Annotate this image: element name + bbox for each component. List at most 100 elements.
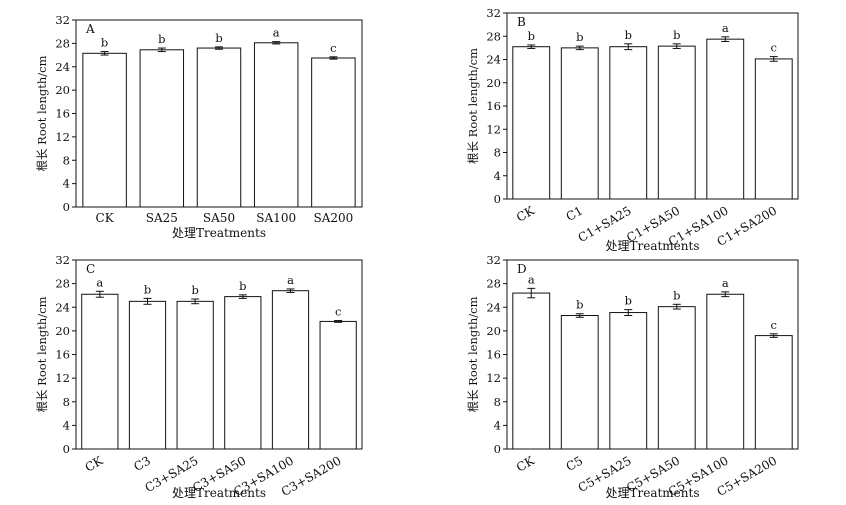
y-axis-label: 根长 Root length/cm [466, 48, 480, 164]
significance-letter: c [330, 41, 336, 55]
significance-letter: b [239, 279, 246, 293]
y-tick-label: 0 [63, 442, 70, 456]
y-tick-label: 4 [494, 169, 501, 183]
y-tick-label: 28 [486, 277, 501, 291]
x-tick-label: CK [96, 211, 115, 225]
significance-letter: c [335, 305, 341, 319]
panel-label: B [517, 15, 526, 29]
y-tick-label: 12 [55, 371, 70, 385]
y-tick-label: 0 [494, 192, 501, 206]
significance-letter: b [158, 32, 165, 46]
panel-label: A [85, 22, 95, 36]
y-axis-label: 根长 Root length/cm [35, 296, 49, 412]
y-tick-label: 12 [486, 122, 501, 136]
significance-letter: a [722, 21, 729, 35]
significance-letter: a [96, 275, 103, 289]
significance-letter: b [528, 29, 535, 43]
y-tick-label: 20 [486, 76, 501, 90]
bar [560, 315, 599, 450]
y-tick-label: 32 [486, 6, 501, 20]
x-axis-label: 处理Treatments [605, 239, 699, 253]
y-tick-label: 32 [55, 13, 70, 27]
bar [754, 58, 793, 200]
significance-letter: b [673, 288, 680, 302]
x-tick-label: SA25 [146, 211, 178, 225]
x-axis-label: 处理Treatments [172, 226, 266, 240]
bar [706, 38, 745, 200]
bar [224, 296, 262, 450]
bar [657, 306, 696, 450]
bar [706, 293, 745, 450]
bar [657, 45, 696, 200]
bar [139, 49, 185, 208]
x-tick-label: SA200 [314, 211, 354, 225]
y-tick-label: 16 [55, 107, 70, 121]
significance-letter: b [625, 28, 632, 42]
y-tick-label: 32 [486, 253, 501, 267]
bar [754, 335, 793, 450]
significance-letter: a [528, 272, 535, 286]
y-tick-label: 24 [55, 300, 70, 314]
bar [196, 47, 242, 208]
y-axis-label: 根长 Root length/cm [466, 296, 480, 412]
significance-letter: c [771, 41, 777, 55]
significance-letter: a [273, 26, 280, 40]
significance-letter: b [576, 298, 583, 312]
bar [319, 320, 357, 450]
significance-letter: b [215, 31, 222, 45]
significance-letter: a [722, 276, 729, 290]
y-tick-label: 0 [494, 442, 501, 456]
significance-letter: b [576, 30, 583, 44]
y-tick-label: 24 [486, 53, 501, 67]
y-tick-label: 8 [63, 153, 70, 167]
bar [560, 47, 599, 200]
y-tick-label: 32 [55, 253, 70, 267]
y-tick-label: 24 [55, 60, 70, 74]
y-tick-label: 20 [55, 324, 70, 338]
y-tick-label: 20 [55, 83, 70, 97]
significance-letter: a [287, 273, 294, 287]
bar [81, 293, 119, 450]
y-tick-label: 8 [494, 395, 501, 409]
y-tick-label: 16 [486, 348, 501, 362]
chart-panel-a: A 0 4 8 12 16 20 24 28 32 根长 Root length/cm b CK b SA2… [35, 13, 363, 240]
bar [271, 290, 310, 450]
y-tick-label: 8 [494, 146, 501, 160]
y-axis-label: 根长 Root length/cm [35, 55, 49, 171]
significance-letter: b [144, 282, 151, 296]
x-tick-label: SA100 [256, 211, 296, 225]
bar [82, 52, 127, 208]
panel-label: C [86, 262, 95, 276]
significance-letter: b [191, 283, 198, 297]
significance-letter: b [101, 36, 108, 50]
y-tick-label: 12 [486, 371, 501, 385]
y-tick-label: 16 [55, 348, 70, 362]
y-tick-label: 28 [486, 29, 501, 43]
significance-letter: c [771, 318, 777, 332]
y-tick-label: 28 [55, 36, 70, 50]
bar [512, 46, 551, 200]
x-tick-label: SA50 [203, 211, 235, 225]
bar [512, 292, 551, 450]
significance-letter: b [673, 28, 680, 42]
y-tick-label: 20 [486, 324, 501, 338]
y-tick-label: 4 [63, 177, 70, 191]
x-axis-label: 处理Treatments [605, 486, 699, 500]
y-tick-label: 8 [63, 395, 70, 409]
bar [176, 300, 214, 450]
bar [253, 42, 299, 208]
y-tick-label: 28 [55, 277, 70, 291]
y-tick-label: 4 [494, 418, 501, 432]
bar [609, 46, 648, 200]
panel-label: D [517, 262, 527, 276]
x-axis-label: 处理Treatments [172, 486, 266, 500]
significance-letter: b [625, 294, 632, 308]
y-tick-label: 4 [63, 418, 70, 432]
y-tick-label: 16 [486, 99, 501, 113]
y-tick-label: 0 [63, 200, 70, 214]
y-tick-label: 12 [55, 130, 70, 144]
bar [311, 57, 356, 208]
y-tick-label: 24 [486, 300, 501, 314]
